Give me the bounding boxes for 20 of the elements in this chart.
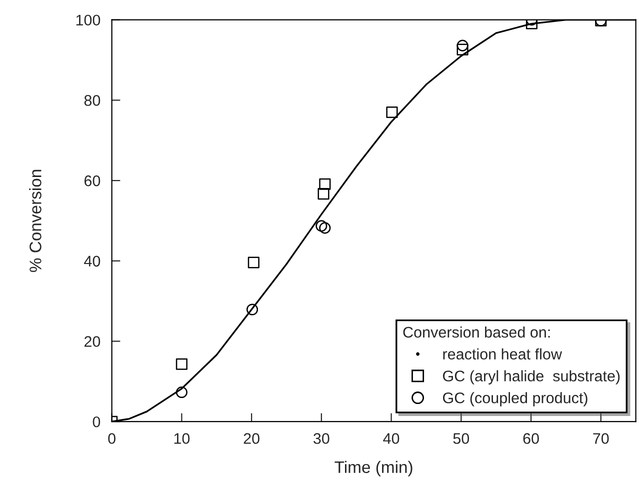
- legend-label: GC (coupled product): [443, 392, 588, 406]
- y-axis-title: % Conversion: [29, 170, 42, 272]
- x-tick-label: 40: [383, 433, 400, 444]
- x-tick-label: 20: [244, 433, 260, 444]
- y-tick-label: 80: [84, 95, 100, 106]
- x-tick-label: 10: [174, 433, 190, 444]
- legend-title: Conversion based on:: [403, 326, 550, 338]
- x-axis-title: Time (min): [334, 460, 412, 476]
- legend-label: reaction heat flow: [443, 348, 562, 360]
- x-tick-label: 70: [593, 433, 609, 444]
- x-tick-label: 60: [523, 433, 539, 444]
- y-tick-label: 20: [84, 336, 100, 347]
- x-tick-label: 30: [314, 433, 330, 444]
- y-tick-label: 0: [92, 416, 100, 428]
- x-tick-label: 50: [453, 433, 470, 444]
- y-tick-label: 60: [84, 175, 100, 186]
- y-tick-label: 40: [84, 256, 100, 267]
- x-tick-label: 0: [108, 433, 116, 444]
- y-tick-label: 100: [76, 14, 100, 26]
- legend-label: GC (aryl halide substrate): [443, 370, 620, 384]
